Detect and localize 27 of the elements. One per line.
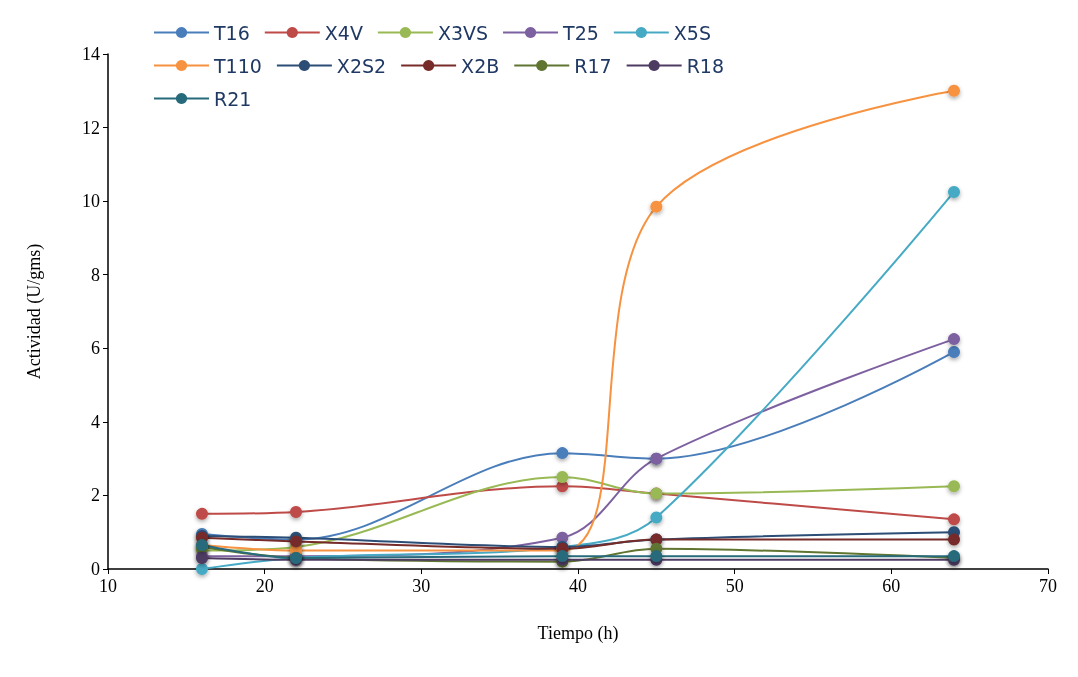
y-tick-label: 10 bbox=[82, 191, 100, 212]
x-tick-label: 30 bbox=[412, 576, 431, 596]
legend-label: T25 bbox=[562, 21, 599, 44]
legend-label: X4V bbox=[324, 21, 363, 44]
legend-label: T16 bbox=[213, 21, 250, 44]
y-tick-label: 8 bbox=[91, 264, 100, 285]
legend-label: R18 bbox=[686, 54, 725, 77]
x-tick-label: 20 bbox=[255, 576, 274, 596]
x-axis-title: Tiempo (h) bbox=[537, 623, 619, 644]
y-tick-label: 6 bbox=[91, 338, 100, 359]
x-tick-label: 60 bbox=[882, 576, 901, 596]
x-tick-label: 50 bbox=[725, 576, 744, 596]
legend-label: X5S bbox=[673, 21, 711, 44]
legend-label: R21 bbox=[214, 87, 252, 110]
y-tick-label: 4 bbox=[91, 411, 100, 432]
legend-label: X2B bbox=[461, 54, 500, 77]
legend-label: X3VS bbox=[437, 21, 489, 44]
x-tick-label: 70 bbox=[1039, 576, 1057, 596]
legend-label: R17 bbox=[574, 54, 612, 77]
legend-label: T110 bbox=[213, 54, 262, 77]
y-tick-label: 0 bbox=[91, 559, 100, 579]
x-tick-label: 40 bbox=[569, 576, 587, 596]
y-tick-label: 14 bbox=[82, 44, 100, 64]
y-axis-title: Actividad (U/gms) bbox=[24, 243, 45, 380]
y-tick-label: 12 bbox=[82, 117, 100, 138]
legend-label: X2S2 bbox=[336, 54, 387, 77]
y-tick-label: 2 bbox=[91, 485, 100, 506]
